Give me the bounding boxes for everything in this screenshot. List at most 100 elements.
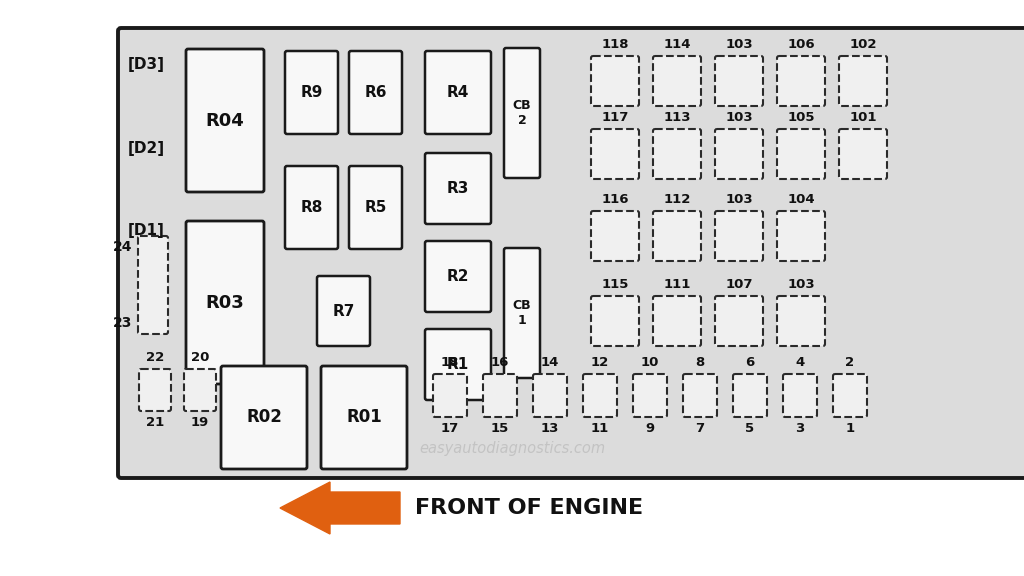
Text: CB
2: CB 2 — [513, 99, 531, 127]
Text: R3: R3 — [446, 181, 469, 196]
Text: R9: R9 — [300, 85, 323, 100]
Text: R8: R8 — [300, 200, 323, 215]
FancyBboxPatch shape — [285, 166, 338, 249]
FancyBboxPatch shape — [777, 129, 825, 179]
Text: 5: 5 — [745, 422, 755, 435]
Text: 3: 3 — [796, 422, 805, 435]
Text: 7: 7 — [695, 422, 705, 435]
FancyBboxPatch shape — [425, 241, 490, 312]
Text: 105: 105 — [787, 111, 815, 124]
FancyBboxPatch shape — [349, 166, 402, 249]
Text: [D3]: [D3] — [128, 58, 165, 73]
Text: 16: 16 — [490, 356, 509, 369]
Text: 4: 4 — [796, 356, 805, 369]
Text: 111: 111 — [664, 278, 690, 291]
Text: 103: 103 — [725, 193, 753, 206]
Text: 115: 115 — [601, 278, 629, 291]
FancyBboxPatch shape — [504, 248, 540, 378]
FancyBboxPatch shape — [433, 374, 467, 417]
Text: R4: R4 — [446, 85, 469, 100]
Text: CB
1: CB 1 — [513, 299, 531, 327]
Text: [D1]: [D1] — [128, 222, 165, 237]
Text: 118: 118 — [601, 38, 629, 51]
Text: R03: R03 — [206, 294, 245, 312]
FancyBboxPatch shape — [534, 374, 567, 417]
Text: R2: R2 — [446, 269, 469, 284]
Text: 9: 9 — [645, 422, 654, 435]
FancyBboxPatch shape — [633, 374, 667, 417]
FancyBboxPatch shape — [715, 129, 763, 179]
FancyBboxPatch shape — [777, 296, 825, 346]
Text: 102: 102 — [849, 38, 877, 51]
Text: R7: R7 — [333, 304, 354, 319]
FancyBboxPatch shape — [591, 129, 639, 179]
Text: 6: 6 — [745, 356, 755, 369]
Text: R1: R1 — [446, 357, 469, 372]
FancyBboxPatch shape — [186, 221, 264, 384]
Text: R6: R6 — [365, 85, 387, 100]
Text: easyautodiagnostics.com: easyautodiagnostics.com — [419, 441, 605, 456]
Text: 116: 116 — [601, 193, 629, 206]
Text: [D2]: [D2] — [128, 141, 165, 156]
Text: R04: R04 — [206, 112, 245, 130]
Text: 10: 10 — [641, 356, 659, 369]
FancyBboxPatch shape — [715, 211, 763, 261]
FancyBboxPatch shape — [504, 48, 540, 178]
FancyBboxPatch shape — [783, 374, 817, 417]
Text: 12: 12 — [591, 356, 609, 369]
FancyBboxPatch shape — [777, 56, 825, 106]
FancyBboxPatch shape — [653, 211, 701, 261]
FancyBboxPatch shape — [583, 374, 617, 417]
FancyBboxPatch shape — [425, 153, 490, 224]
FancyBboxPatch shape — [839, 56, 887, 106]
Text: FRONT OF ENGINE: FRONT OF ENGINE — [415, 498, 643, 518]
FancyBboxPatch shape — [349, 51, 402, 134]
FancyBboxPatch shape — [591, 56, 639, 106]
Text: 112: 112 — [664, 193, 690, 206]
Text: R5: R5 — [365, 200, 387, 215]
Text: 15: 15 — [490, 422, 509, 435]
Text: 103: 103 — [787, 278, 815, 291]
FancyBboxPatch shape — [591, 296, 639, 346]
Text: 113: 113 — [664, 111, 691, 124]
FancyBboxPatch shape — [653, 129, 701, 179]
FancyBboxPatch shape — [425, 51, 490, 134]
FancyBboxPatch shape — [425, 329, 490, 400]
Text: 117: 117 — [601, 111, 629, 124]
FancyBboxPatch shape — [221, 366, 307, 469]
Text: 106: 106 — [787, 38, 815, 51]
FancyBboxPatch shape — [184, 369, 216, 411]
FancyBboxPatch shape — [285, 51, 338, 134]
FancyBboxPatch shape — [186, 49, 264, 192]
Text: 1: 1 — [846, 422, 855, 435]
FancyArrow shape — [280, 482, 400, 534]
FancyBboxPatch shape — [483, 374, 517, 417]
FancyBboxPatch shape — [839, 129, 887, 179]
FancyBboxPatch shape — [715, 56, 763, 106]
FancyBboxPatch shape — [777, 211, 825, 261]
FancyBboxPatch shape — [833, 374, 867, 417]
FancyBboxPatch shape — [733, 374, 767, 417]
Text: R02: R02 — [246, 408, 282, 426]
Text: 107: 107 — [725, 278, 753, 291]
Text: 103: 103 — [725, 111, 753, 124]
FancyBboxPatch shape — [715, 296, 763, 346]
Text: 19: 19 — [190, 416, 209, 429]
Text: 22: 22 — [145, 351, 164, 364]
FancyBboxPatch shape — [591, 211, 639, 261]
Text: 18: 18 — [440, 356, 459, 369]
Text: 8: 8 — [695, 356, 705, 369]
FancyBboxPatch shape — [683, 374, 717, 417]
Text: 101: 101 — [849, 111, 877, 124]
Text: 2: 2 — [846, 356, 855, 369]
FancyBboxPatch shape — [139, 369, 171, 411]
FancyBboxPatch shape — [321, 366, 407, 469]
Text: 23: 23 — [113, 316, 132, 330]
Text: 17: 17 — [441, 422, 459, 435]
Text: 114: 114 — [664, 38, 691, 51]
FancyBboxPatch shape — [653, 296, 701, 346]
Text: R01: R01 — [346, 408, 382, 426]
Text: 13: 13 — [541, 422, 559, 435]
Text: 24: 24 — [113, 240, 132, 254]
FancyBboxPatch shape — [653, 56, 701, 106]
